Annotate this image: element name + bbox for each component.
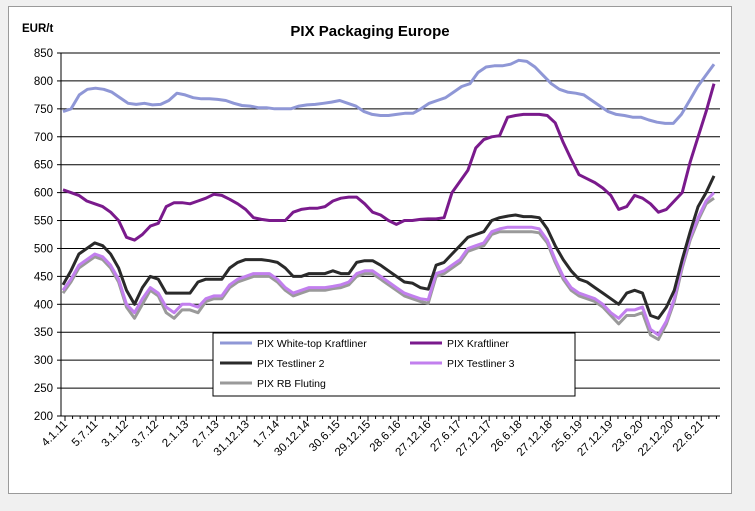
x-axis-ticks: 4.1.11 5.7.11 3.1.12 3.7.12 2.1.13 2.7.1331.1… [40, 416, 717, 459]
series-line-4 [61, 196, 715, 341]
chart-title: PIX Packaging Europe [290, 23, 449, 40]
y-tick-label: 250 [34, 383, 53, 395]
legend-label: PIX White-top Kraftliner [257, 338, 367, 350]
y-tick-label: 850 [34, 48, 53, 60]
y-tick-label: 750 [34, 104, 53, 116]
x-tick-label: 3.1.12 [100, 419, 131, 450]
chart-panel [8, 6, 732, 494]
legend-label: PIX Kraftliner [447, 338, 509, 350]
legend-label: PIX RB Fluting [257, 378, 326, 390]
y-axis-unit-label: EUR/t [22, 23, 53, 35]
legend-label: PIX Testliner 2 [257, 358, 325, 370]
legend-box [212, 332, 576, 397]
series-lines [61, 58, 716, 341]
x-tick-label: 3.7.12 [130, 419, 161, 450]
y-tick-label: 350 [34, 327, 53, 339]
series-line-1 [62, 83, 716, 242]
series-line-0 [62, 58, 716, 125]
legend-label: PIX Testliner 3 [447, 358, 515, 370]
y-tick-label: 550 [34, 216, 53, 228]
y-tick-label: 500 [34, 243, 53, 255]
y-tick-label: 800 [34, 76, 53, 88]
x-tick-label: 5.7.11 [70, 419, 100, 449]
legend: PIX White-top Kraftliner PIX Kraftliner PI… [212, 332, 576, 397]
x-tick-label: 4.1.11 [40, 419, 70, 449]
series-line-2 [61, 175, 716, 320]
y-tick-label: 200 [34, 411, 53, 423]
x-tick-label: 22.6.21 [671, 419, 707, 455]
y-tick-label: 400 [34, 299, 53, 311]
y-axis-ticks: 200 250 300 350 400 450 500 550 600 650 700 750 800 8… [34, 48, 61, 423]
y-tick-label: 300 [34, 355, 53, 367]
series-line-3 [61, 191, 716, 337]
y-tick-label: 700 [34, 132, 53, 144]
y-tick-label: 650 [34, 160, 53, 172]
y-tick-label: 450 [34, 271, 53, 283]
y-tick-label: 600 [34, 188, 53, 200]
x-tick-label: 2.1.13 [160, 419, 191, 450]
